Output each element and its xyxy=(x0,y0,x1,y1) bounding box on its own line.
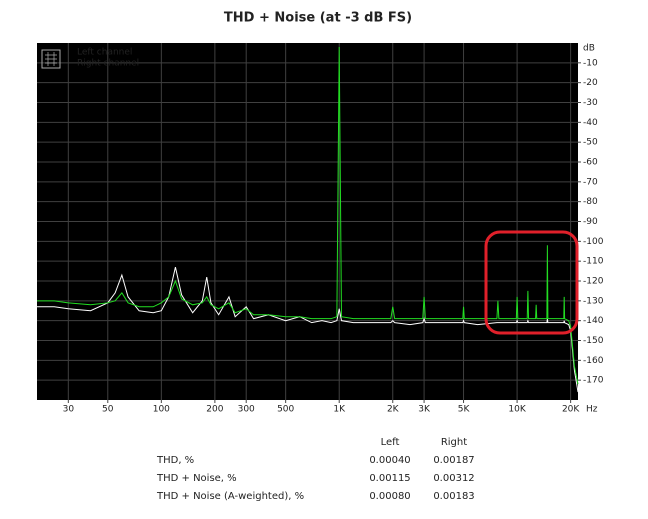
legend-icon-grid xyxy=(45,52,57,66)
y-tick-label: -130 xyxy=(583,296,604,306)
legend-label: Left channel xyxy=(77,48,132,58)
y-axis-label: dB xyxy=(583,44,595,54)
cell-value: 0.00080 xyxy=(369,491,410,502)
y-tick-label: -10 xyxy=(583,58,598,68)
x-tick-label: 3K xyxy=(418,405,431,415)
highlight-box xyxy=(484,230,579,335)
x-tick-label: 2K xyxy=(387,405,400,415)
x-tick-label: 100 xyxy=(153,405,170,415)
row-label: THD + Noise, % xyxy=(156,473,237,484)
x-tick-label: 50 xyxy=(102,405,114,415)
cell-value: 0.00187 xyxy=(433,455,474,466)
y-tick-label: -150 xyxy=(583,336,604,346)
y-tick-label: -100 xyxy=(583,237,604,247)
y-tick-label: -70 xyxy=(583,177,598,187)
legend-icon xyxy=(41,49,61,69)
y-tick-label: -110 xyxy=(583,257,604,267)
results-table: Left Right THD, % 0.00040 0.00187 THD + Noise… xyxy=(156,437,475,502)
row-label: THD + Noise (A-weighted), % xyxy=(156,491,304,502)
cell-value: 0.00115 xyxy=(369,473,410,484)
y-tick-label: -60 xyxy=(583,158,598,168)
series-line xyxy=(37,46,579,385)
x-tick-label: 10K xyxy=(508,405,526,415)
lines xyxy=(37,46,579,393)
y-tick-label: -80 xyxy=(583,197,598,207)
grid xyxy=(37,43,578,400)
x-tick-label: 300 xyxy=(238,405,255,415)
cell-value: 0.00312 xyxy=(433,473,474,484)
y-tick-label: -120 xyxy=(583,277,604,287)
y-tick-label: -50 xyxy=(583,138,598,148)
y-tick-label: -170 xyxy=(583,376,604,386)
y-tick-label: -90 xyxy=(583,217,598,227)
chart-title: THD + Noise (at -3 dB FS) xyxy=(224,11,412,26)
y-tick-label: -20 xyxy=(583,78,598,88)
y-tick-label: -160 xyxy=(583,356,604,366)
x-tick-label: 500 xyxy=(277,405,294,415)
x-tick-label: 5K xyxy=(458,405,471,415)
x-tick-label: 30 xyxy=(63,405,75,415)
x-tick-label: 20K xyxy=(562,405,580,415)
row-label: THD, % xyxy=(156,455,194,466)
column-header: Left xyxy=(381,437,400,448)
x-axis-label: Hz xyxy=(586,405,598,415)
x-tick-label: 200 xyxy=(206,405,223,415)
cell-value: 0.00183 xyxy=(433,491,474,502)
y-tick-label: -40 xyxy=(583,118,598,128)
column-header: Right xyxy=(441,437,467,448)
y-tick-label: -140 xyxy=(583,316,604,326)
x-tick-label: 1K xyxy=(333,405,346,415)
series-line xyxy=(37,267,579,393)
y-tick-label: -30 xyxy=(583,98,598,108)
cell-value: 0.00040 xyxy=(369,455,410,466)
legend-label: Right channel xyxy=(77,59,139,69)
